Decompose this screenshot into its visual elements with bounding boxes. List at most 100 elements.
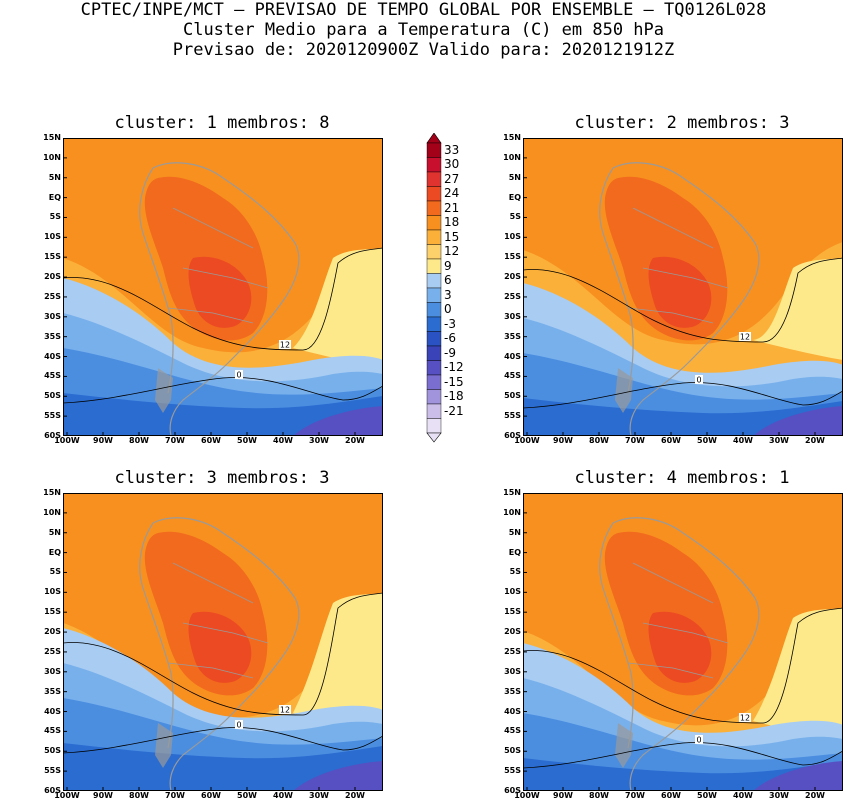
lat-tick-label: 10N [503, 152, 521, 162]
lat-tick-label: 40S [44, 706, 61, 716]
lon-tick-label: 30W [769, 791, 789, 800]
lon-tick-label: 20W [345, 436, 365, 445]
field-purple [753, 761, 843, 791]
lon-tick-label: 50W [237, 791, 257, 800]
colorbar-segment [426, 215, 442, 231]
map-panel-2: 12 0 [523, 138, 843, 436]
lat-tick-label: 15S [44, 607, 61, 617]
lat-tick-label: 15N [43, 133, 61, 142]
colorbar-label: 30 [444, 157, 460, 171]
colorbar-label: 12 [444, 244, 460, 258]
map-panel-3: 12 0 [63, 493, 383, 791]
contour-label-0: 0 [696, 376, 701, 385]
contour-label-bg [739, 332, 751, 341]
lon-tick-label: 20W [345, 791, 365, 800]
lat-tick-label: 55S [44, 411, 61, 421]
lon-tick-label: 40W [733, 791, 753, 800]
lon-tick-label: 30W [309, 436, 329, 445]
lon-tick-label: 60W [201, 791, 221, 800]
lat-tick-label: 10S [44, 587, 61, 597]
patagonia-land [155, 723, 173, 768]
lat-tick-label: 5N [508, 527, 521, 537]
lat-tick-label: EQ [508, 547, 521, 557]
lon-tick-label: 100W [514, 436, 540, 445]
lon-tick-label: 70W [165, 791, 185, 800]
contour-label-bg [695, 375, 703, 384]
lon-tick-label: 50W [697, 791, 717, 800]
lat-tick-label: 35S [44, 331, 61, 341]
lon-tick-label: 40W [273, 791, 293, 800]
lat-tick-label: 15N [503, 488, 521, 497]
lat-tick-label: 10N [43, 507, 61, 517]
lat-tick-label: 20S [44, 272, 61, 282]
contour-0 [523, 382, 843, 409]
colorbar-label: 6 [444, 273, 452, 287]
lat-tick-label: 35S [504, 331, 521, 341]
colorbar-segment [426, 287, 442, 303]
title-line-2: Cluster Medio para a Temperatura (C) em … [182, 20, 665, 40]
lat-tick-label: 60S [504, 431, 521, 440]
colorbar-label: 27 [444, 171, 460, 186]
lat-tick-label: 40S [504, 351, 521, 361]
country-borders [627, 207, 729, 324]
lat-tick-label: 5N [48, 527, 61, 537]
colorbar-label: -9 [444, 345, 456, 360]
lat-tick-label: 25S [44, 646, 61, 656]
lat-tick-label: EQ [48, 192, 61, 202]
lon-tick-label: 80W [589, 791, 609, 800]
lon-tick-label: 30W [769, 436, 789, 445]
colorbar-segment [426, 273, 442, 289]
contour-12 [523, 257, 843, 343]
contour-label-bg [739, 713, 751, 722]
lon-tick-label: 90W [93, 791, 113, 800]
lat-tick-label: 15N [43, 488, 61, 497]
contour-0 [63, 377, 383, 404]
lat-tick-label: 45S [504, 371, 521, 381]
map-frame [523, 493, 843, 791]
lat-tick-label: 5S [49, 212, 61, 222]
panel-title-3: cluster: 3 membros: 3 [114, 468, 330, 488]
colorbar-label: 33 [444, 142, 460, 157]
colorbar-label: -15 [444, 374, 464, 389]
field-deep-blue [523, 758, 843, 791]
lat-tick-label: EQ [508, 192, 521, 202]
map-frame [63, 493, 383, 791]
lat-tick-label: 5S [509, 567, 521, 577]
title-line-3: Previsao de: 2020120900Z Valido para: 20… [172, 40, 675, 60]
lon-tick-label: 80W [589, 436, 609, 445]
colorbar [426, 133, 442, 443]
lon-tick-label: 100W [514, 791, 540, 800]
contour-label-bg [235, 720, 243, 729]
lat-tick-label: 5N [48, 172, 61, 182]
colorbar-label: 18 [444, 215, 460, 229]
lon-tick-label: 30W [309, 791, 329, 800]
lat-tick-label: 50S [44, 391, 61, 401]
lon-tick-label: 80W [129, 436, 149, 445]
lat-tick-label: 20S [504, 627, 521, 637]
contour-label-12: 12 [280, 706, 290, 715]
contour-label-12: 12 [740, 714, 750, 723]
lon-tick-label: 20W [805, 436, 825, 445]
lon-tick-label: 90W [553, 791, 573, 800]
lon-tick-label: 50W [237, 436, 257, 445]
field-hot-core [648, 256, 712, 328]
lat-tick-label: 30S [44, 666, 61, 676]
field-purple [293, 761, 383, 791]
lon-tick-label: 40W [273, 436, 293, 445]
colorbar-label: -6 [444, 331, 456, 345]
colorbar-label: -12 [444, 360, 464, 374]
lat-tick-label: 45S [44, 371, 61, 381]
country-borders [167, 562, 269, 679]
contour-label-bg [695, 735, 703, 744]
lat-tick-label: 25S [504, 646, 521, 656]
lat-tick-label: 30S [44, 311, 61, 321]
lat-tick-label: 35S [44, 686, 61, 696]
colorbar-label: 21 [444, 200, 460, 215]
field-yellow [293, 248, 383, 368]
colorbar-segment [426, 302, 442, 318]
colorbar-label: -21 [444, 403, 464, 418]
title-line-1: CPTEC/INPE/MCT – PREVISAO DE TEMPO GLOBA… [80, 0, 767, 20]
colorbar-segment [426, 345, 442, 361]
contour-label-12: 12 [740, 333, 750, 342]
lon-tick-label: 40W [733, 436, 753, 445]
